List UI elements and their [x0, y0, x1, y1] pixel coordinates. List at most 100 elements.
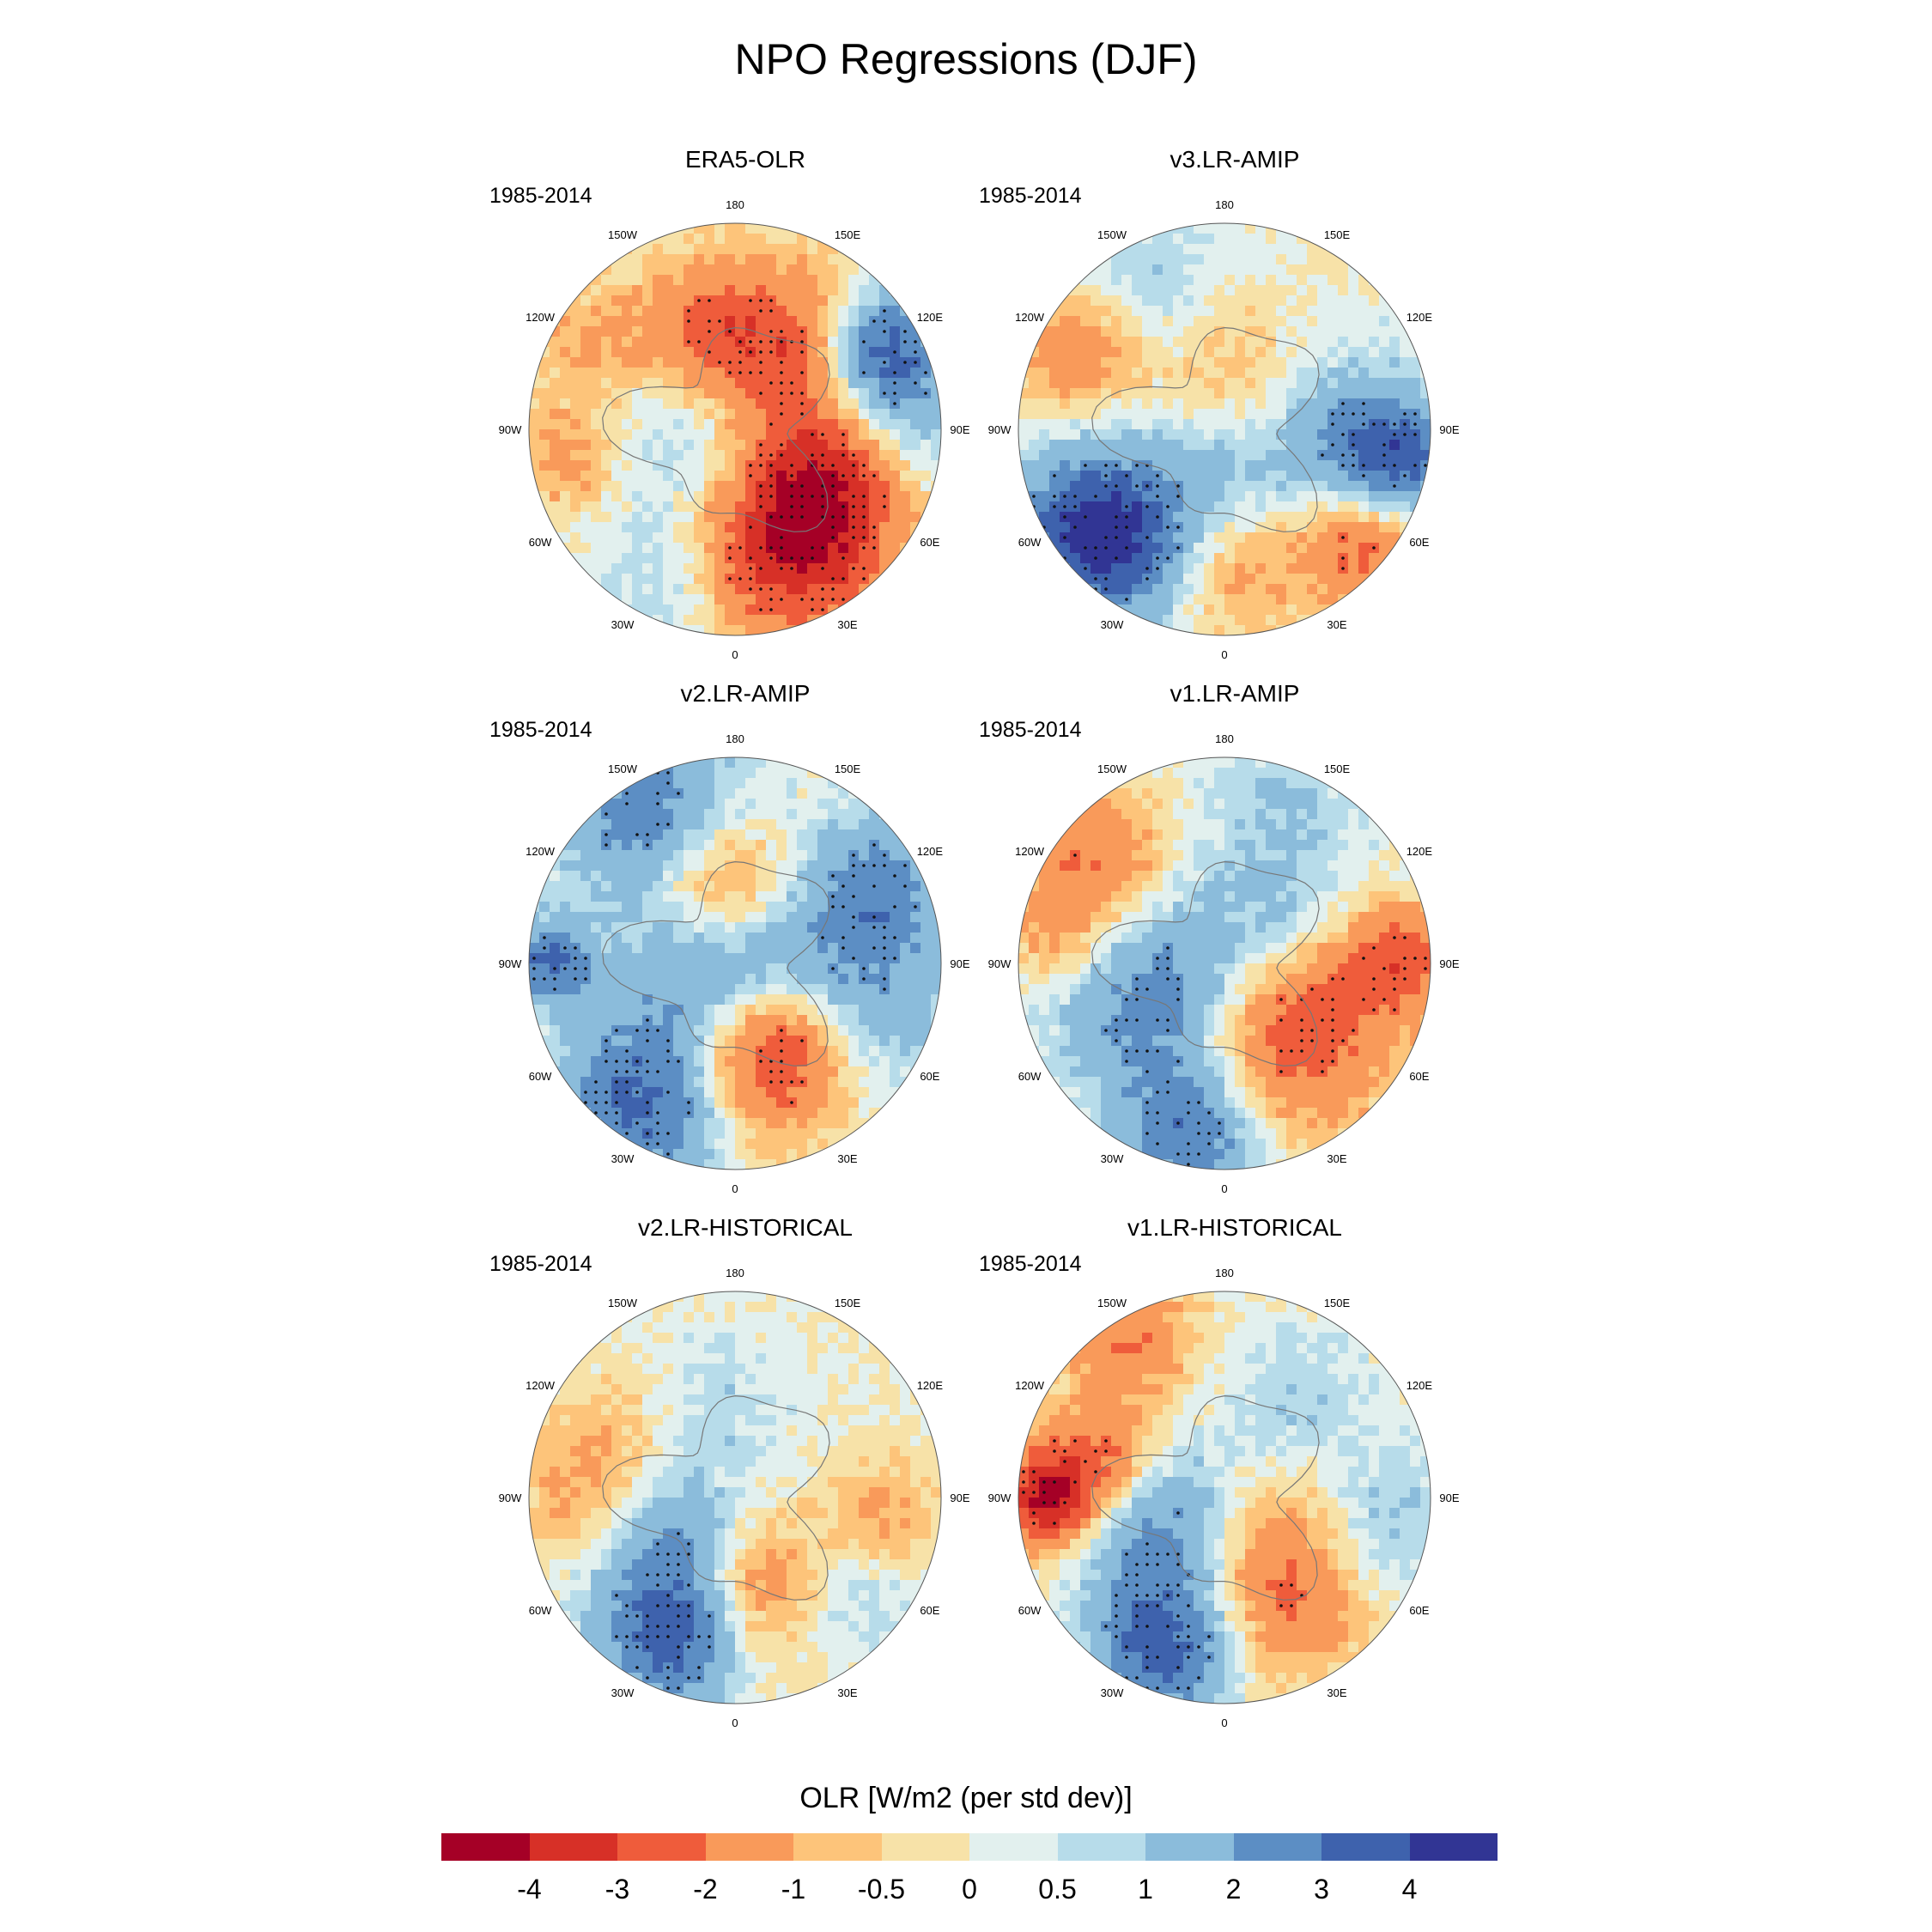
olr-field [529, 1291, 941, 1704]
longitude-label: 150W [1097, 228, 1127, 241]
significance-stipple [1053, 495, 1056, 498]
significance-stipple [790, 567, 793, 570]
map-boundary [528, 756, 942, 1170]
significance-stipple [1197, 1132, 1200, 1135]
significance-stipple [1382, 998, 1386, 1001]
longitude-label: 30W [1101, 1686, 1124, 1699]
longitude-label: 60E [920, 536, 939, 549]
longitude-label: 120E [917, 311, 944, 324]
significance-stipple [749, 350, 752, 354]
significance-stipple [1362, 957, 1365, 960]
significance-stipple [759, 1049, 762, 1053]
longitude-label: 120E [917, 1379, 944, 1392]
significance-stipple [677, 1573, 680, 1577]
significance-stipple [841, 443, 845, 447]
significance-stipple [1135, 1573, 1139, 1577]
significance-stipple [893, 874, 896, 878]
colorbar-tick-label: 1 [1138, 1874, 1153, 1905]
significance-stipple [769, 587, 773, 591]
significance-stipple [646, 1070, 649, 1073]
significance-stipple [1176, 1152, 1180, 1156]
significance-stipple [883, 505, 886, 508]
significance-stipple [656, 1573, 659, 1577]
significance-stipple [594, 1111, 598, 1115]
longitude-label: 90E [1439, 423, 1459, 436]
significance-stipple [1156, 1563, 1159, 1566]
significance-stipple [687, 319, 690, 323]
significance-stipple [687, 1604, 690, 1607]
significance-stipple [1156, 1163, 1159, 1166]
significance-stipple [883, 854, 886, 857]
significance-stipple [821, 546, 824, 550]
significance-stipple [862, 526, 866, 529]
significance-stipple [1125, 1573, 1128, 1577]
significance-stipple [1197, 1676, 1200, 1680]
significance-stipple [1032, 495, 1036, 498]
longitude-label: 150E [1324, 228, 1351, 241]
significance-stipple [1187, 1635, 1190, 1638]
significance-stipple [821, 567, 824, 570]
significance-stipple [1300, 1039, 1303, 1042]
significance-stipple [872, 526, 876, 529]
longitude-label: 180 [1215, 732, 1234, 745]
significance-stipple [615, 1121, 618, 1125]
significance-stipple [1321, 1070, 1324, 1073]
significance-stipple [1331, 1060, 1334, 1063]
significance-stipple [1115, 1625, 1118, 1628]
significance-stipple [1125, 1656, 1128, 1659]
coastline [1091, 1395, 1320, 1601]
significance-stipple [893, 371, 896, 374]
significance-stipple [1063, 495, 1066, 498]
significance-stipple [687, 1101, 690, 1104]
significance-stipple [656, 1121, 659, 1125]
significance-stipple [646, 1018, 649, 1022]
colorbar-tick-label: -3 [605, 1874, 630, 1905]
longitude-label: 150E [1324, 762, 1351, 775]
significance-stipple [1341, 433, 1345, 436]
longitude-label: 180 [726, 198, 744, 211]
significance-stipple [1063, 1460, 1066, 1463]
significance-stipple [1372, 977, 1376, 981]
significance-stipple [1403, 977, 1406, 981]
panel-title: ERA5-OLR [684, 146, 806, 173]
significance-stipple [635, 1666, 639, 1669]
significance-stipple [759, 484, 762, 488]
significance-stipple [780, 1039, 783, 1042]
significance-stipple [677, 792, 680, 795]
significance-stipple [841, 433, 845, 436]
significance-stipple [532, 957, 536, 960]
significance-stipple [532, 977, 536, 981]
significance-stipple [1042, 1480, 1046, 1484]
longitude-label: 60W [529, 536, 552, 549]
significance-stipple [800, 412, 804, 416]
significance-stipple [790, 505, 793, 508]
significance-stipple [1145, 1542, 1149, 1546]
significance-stipple [883, 946, 886, 950]
significance-stipple [821, 505, 824, 508]
significance-stipple [1341, 536, 1345, 539]
significance-stipple [708, 299, 711, 302]
significance-stipple [862, 864, 866, 867]
significance-stipple [821, 598, 824, 601]
longitude-label: 150E [835, 228, 861, 241]
significance-stipple [790, 515, 793, 519]
significance-stipple [1032, 1511, 1036, 1515]
significance-stipple [914, 350, 917, 354]
significance-stipple [1166, 556, 1170, 560]
significance-stipple [1125, 515, 1128, 519]
coastline [602, 1395, 830, 1601]
significance-stipple [1115, 515, 1118, 519]
significance-stipple [852, 505, 855, 508]
significance-stipple [1393, 936, 1396, 939]
significance-stipple [1290, 1049, 1293, 1053]
significance-stipple [1084, 515, 1087, 519]
significance-stipple [1135, 1018, 1139, 1022]
significance-stipple [1352, 453, 1355, 457]
significance-stipple [790, 1101, 793, 1104]
significance-stipple [1341, 1039, 1345, 1042]
significance-stipple [831, 874, 835, 878]
significance-stipple [1063, 1501, 1066, 1504]
significance-stipple [1352, 464, 1355, 467]
significance-stipple [697, 1635, 701, 1638]
longitude-label: 60W [529, 1604, 552, 1617]
